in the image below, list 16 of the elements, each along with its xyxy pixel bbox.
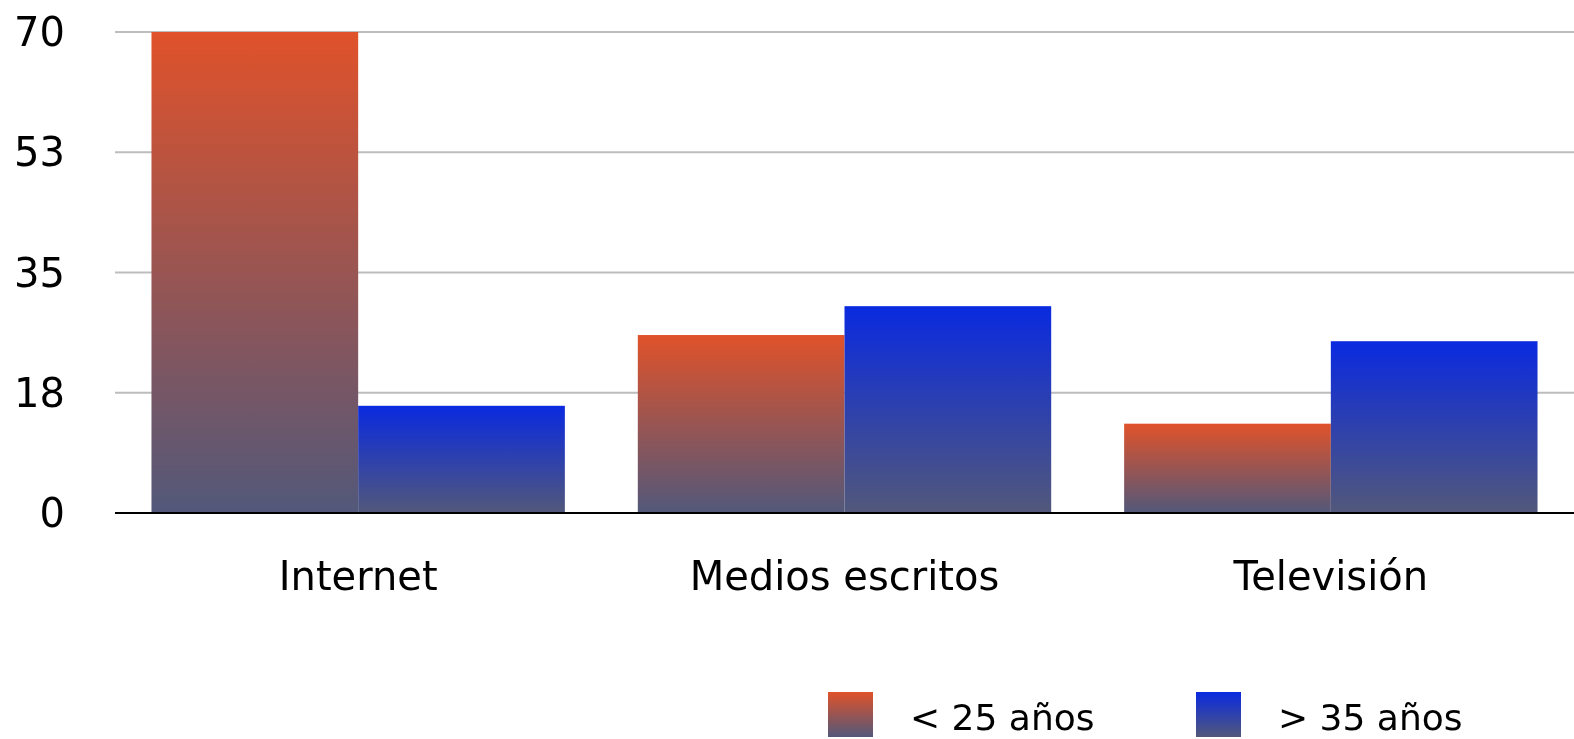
x-tick-label: Medios escritos bbox=[689, 553, 1000, 599]
x-tick-label: Internet bbox=[278, 553, 438, 599]
bar bbox=[358, 405, 565, 513]
legend-label: < 25 años bbox=[910, 697, 1095, 738]
y-tick-label: 70 bbox=[14, 9, 65, 55]
legend-label: > 35 años bbox=[1278, 697, 1463, 738]
y-tick-label: 18 bbox=[14, 369, 65, 416]
x-tick-label: Televisión bbox=[1232, 553, 1429, 599]
bar bbox=[151, 32, 359, 513]
y-tick-label: 53 bbox=[14, 129, 65, 176]
y-tick-label: 0 bbox=[39, 490, 65, 536]
bar bbox=[637, 335, 845, 513]
bar bbox=[1330, 341, 1538, 513]
bar bbox=[844, 306, 1052, 513]
bar bbox=[1124, 423, 1331, 513]
y-tick-label: 35 bbox=[14, 249, 65, 296]
